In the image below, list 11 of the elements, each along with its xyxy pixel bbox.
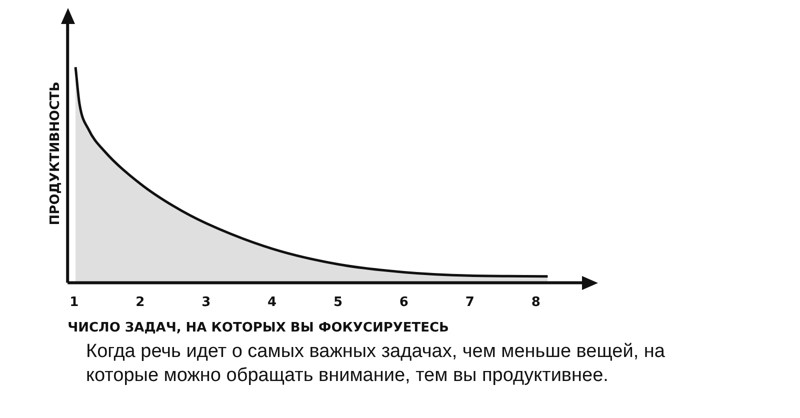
x-tick-label: 1 xyxy=(70,294,79,310)
y-axis-title: ПРОДУКТИВНОСТЬ xyxy=(48,82,64,226)
x-axis-title: ЧИСЛО ЗАДАЧ, НА КОТОРЫХ ВЫ ФОКУСИРУЕТЕСЬ xyxy=(68,320,449,336)
x-tick-label: 2 xyxy=(136,294,145,310)
x-tick-label: 5 xyxy=(333,294,343,310)
x-tick-label: 4 xyxy=(268,294,277,310)
text: Когда речь идет о самых важных задачах, чем меньше вещей, на которые можно обращать внимание, тем вы продуктивнее. xyxy=(86,340,666,388)
x-tick-label: 8 xyxy=(531,294,540,310)
x-tick-label: 7 xyxy=(465,294,474,310)
x-tick-label: 6 xyxy=(399,294,408,310)
x-tick-label: 3 xyxy=(202,294,211,310)
